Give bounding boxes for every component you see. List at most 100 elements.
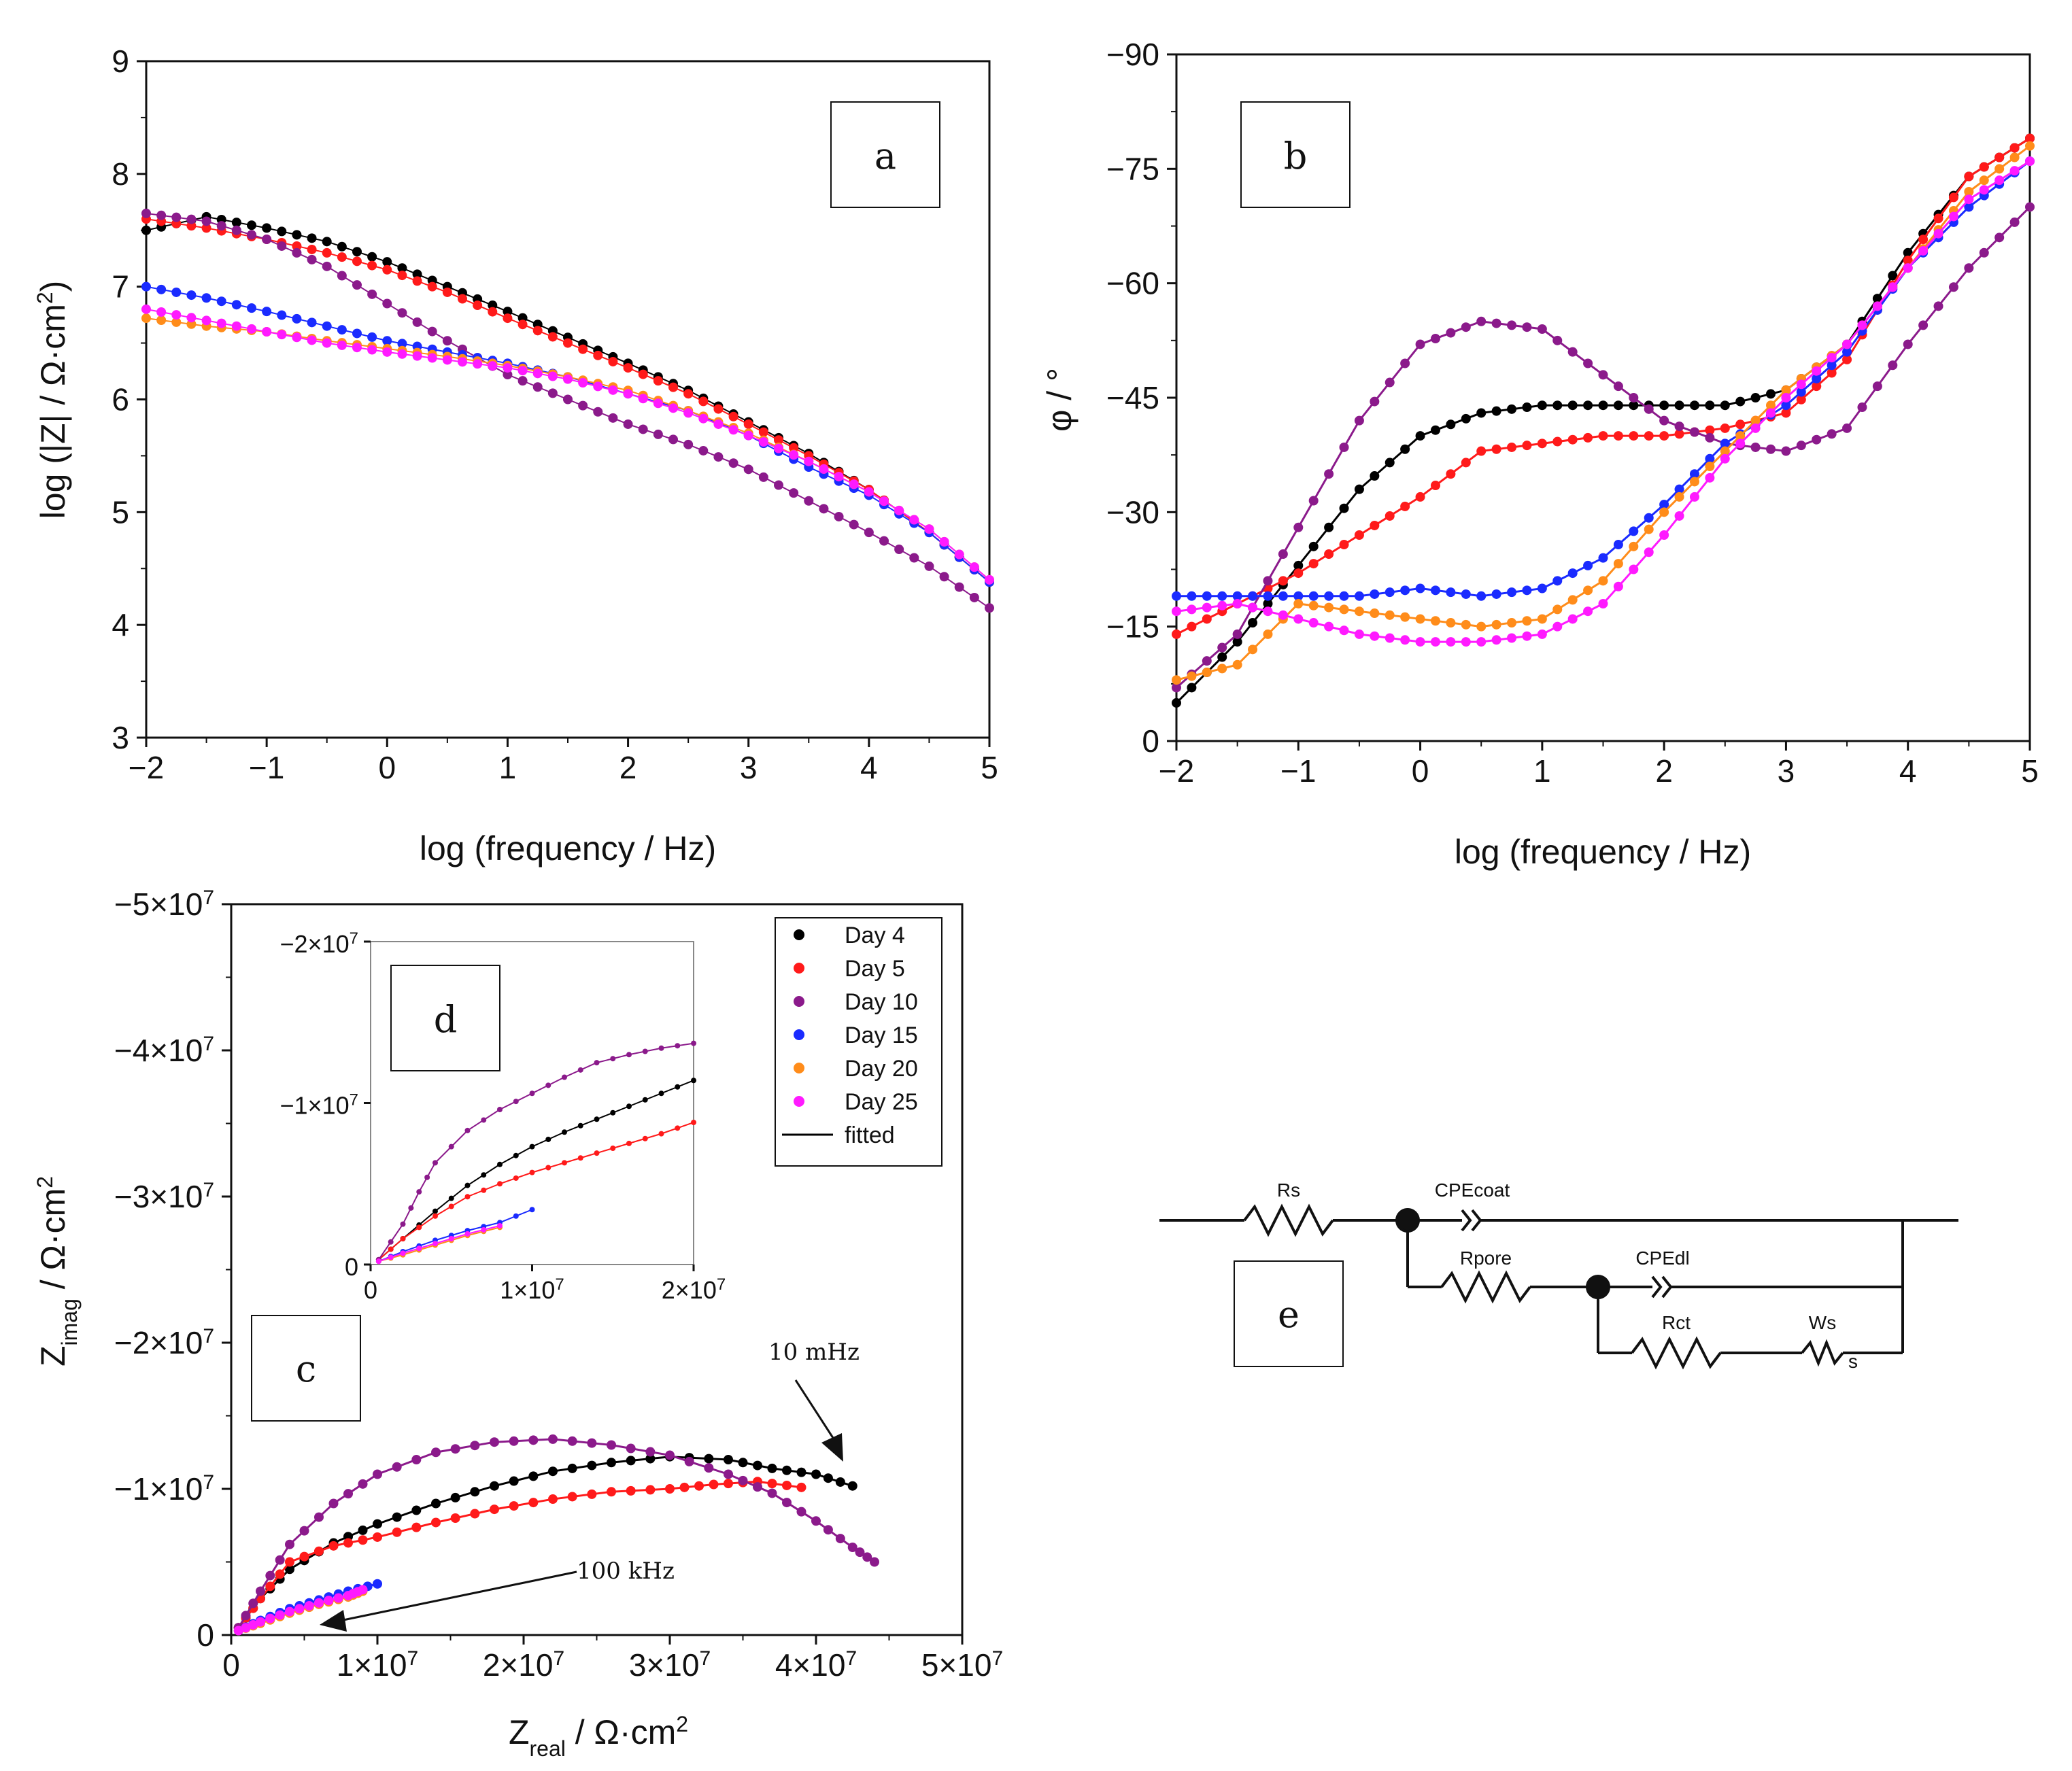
data-point-day-25 — [388, 1254, 394, 1260]
data-point-day-25 — [1689, 492, 1699, 502]
data-point-day-20 — [1552, 604, 1563, 615]
data-point-day-10 — [1964, 263, 1974, 273]
data-point-day-15 — [1400, 585, 1410, 596]
data-point-day-4 — [285, 1564, 294, 1575]
legend-items: Day 4 Day 5 Day 10 Day 15 Day 20 Day 25 fitted — [782, 923, 918, 1148]
y-tick-label: −90 — [1106, 37, 1159, 72]
data-point-day-15 — [1491, 589, 1501, 599]
data-point-day-10 — [432, 1160, 438, 1166]
data-point-day-25 — [532, 368, 543, 379]
data-point-day-10 — [909, 553, 919, 563]
data-point-day-25 — [292, 332, 302, 343]
data-point-day-5 — [1948, 192, 1958, 203]
data-point-day-25 — [322, 338, 332, 348]
rs-resistor — [1243, 1203, 1334, 1237]
data-point-day-4 — [231, 218, 241, 228]
series-day-5 — [233, 1477, 806, 1633]
data-point-day-15 — [307, 317, 317, 328]
data-point-day-25 — [698, 413, 709, 424]
data-point-day-15 — [231, 300, 241, 310]
data-point-day-4 — [724, 1455, 733, 1464]
panel-c-legend: Day 4 Day 5 Day 10 Day 15 Day 20 Day 25 fitted — [775, 917, 942, 1167]
data-point-day-10 — [864, 528, 874, 538]
data-point-day-5 — [337, 252, 347, 262]
data-point-day-25 — [1842, 339, 1852, 349]
data-point-day-10 — [343, 1489, 353, 1499]
x-tick-label: 5 — [2021, 753, 2039, 789]
data-point-day-5 — [328, 1541, 339, 1551]
data-point-day-5 — [448, 1203, 454, 1209]
data-point-day-25 — [333, 1593, 343, 1603]
data-point-day-4 — [528, 1471, 539, 1481]
data-point-day-4 — [1172, 698, 1181, 708]
data-point-day-4 — [432, 1208, 438, 1214]
data-point-day-25 — [397, 349, 407, 359]
data-point-day-4 — [431, 1498, 441, 1509]
data-point-day-25 — [201, 315, 211, 326]
data-point-day-20 — [1994, 164, 2005, 174]
data-point-day-25 — [247, 324, 256, 334]
data-point-day-10 — [985, 603, 994, 613]
data-point-day-15 — [292, 313, 302, 324]
data-point-day-25 — [1354, 629, 1364, 639]
data-point-day-5 — [411, 1522, 422, 1532]
legend-label-day-20: Day 20 — [845, 1056, 918, 1082]
panel-a: −2 −1 0 1 2 3 4 5 3 4 5 6 7 8 9 a log (frequency / Hz)… — [33, 44, 998, 867]
panel-b-xlabel: log (frequency / Hz) — [1455, 833, 1751, 871]
data-point-day-5 — [392, 1527, 402, 1537]
data-point-day-25 — [304, 1601, 314, 1611]
data-point-day-25 — [668, 403, 678, 413]
panel-c: 0 1×107 2×107 3×107 4×107 5×107 0 −1×107 −2×107 −… — [33, 887, 1003, 1761]
data-point-day-10 — [509, 1436, 519, 1446]
data-point-day-25 — [503, 363, 513, 373]
data-point-day-5 — [1491, 444, 1501, 454]
data-point-day-25 — [1263, 606, 1273, 617]
data-point-day-5 — [645, 1485, 656, 1495]
data-point-day-10 — [1491, 318, 1501, 328]
data-point-day-15 — [1522, 585, 1532, 596]
series-day-25 — [233, 1585, 368, 1636]
data-point-day-25 — [1430, 637, 1440, 647]
data-point-day-15 — [1232, 591, 1242, 601]
y-tick-label: −5×107 — [114, 887, 214, 923]
data-point-day-25 — [683, 408, 694, 418]
data-point-day-10 — [638, 424, 648, 434]
data-point-day-10 — [1232, 629, 1242, 639]
data-point-day-20 — [1598, 576, 1608, 586]
data-point-day-15 — [1720, 439, 1730, 449]
data-point-day-15 — [1537, 583, 1547, 594]
x-tick-label: 1×107 — [337, 1647, 418, 1683]
data-point-day-4 — [1232, 637, 1242, 647]
data-point-day-5 — [285, 1557, 294, 1567]
data-point-day-5 — [470, 1509, 480, 1519]
data-point-day-10 — [322, 261, 332, 271]
data-point-day-15 — [352, 328, 362, 339]
data-point-day-25 — [432, 1241, 438, 1247]
data-point-day-4 — [247, 220, 256, 230]
cpe-dl-symbol-b — [1661, 1275, 1673, 1299]
data-point-day-5 — [694, 1481, 704, 1491]
data-point-day-5 — [638, 369, 648, 379]
y-tick-label: 9 — [112, 44, 129, 79]
data-point-day-5 — [299, 1551, 309, 1562]
data-point-day-10 — [1766, 444, 1776, 454]
data-point-day-5 — [577, 1155, 583, 1161]
data-point-day-25 — [1415, 637, 1425, 647]
data-point-day-25 — [265, 1613, 275, 1623]
data-point-day-10 — [1933, 301, 1943, 311]
data-point-day-10 — [1400, 358, 1410, 368]
data-point-day-15 — [1705, 453, 1715, 464]
data-point-day-20 — [1979, 175, 1989, 186]
data-point-day-25 — [324, 1596, 334, 1606]
data-point-day-5 — [388, 1246, 394, 1252]
legend-label-day-5: Day 5 — [845, 956, 905, 982]
data-point-day-4 — [1339, 503, 1349, 513]
data-point-day-20 — [1735, 431, 1746, 441]
legend-label-day-15: Day 15 — [845, 1022, 918, 1048]
data-point-day-25 — [563, 374, 573, 384]
data-point-day-5 — [587, 1489, 597, 1499]
data-point-day-25 — [464, 1231, 471, 1237]
data-point-day-20 — [1766, 400, 1776, 411]
data-point-day-5 — [1202, 614, 1212, 624]
data-point-day-25 — [294, 1604, 305, 1614]
